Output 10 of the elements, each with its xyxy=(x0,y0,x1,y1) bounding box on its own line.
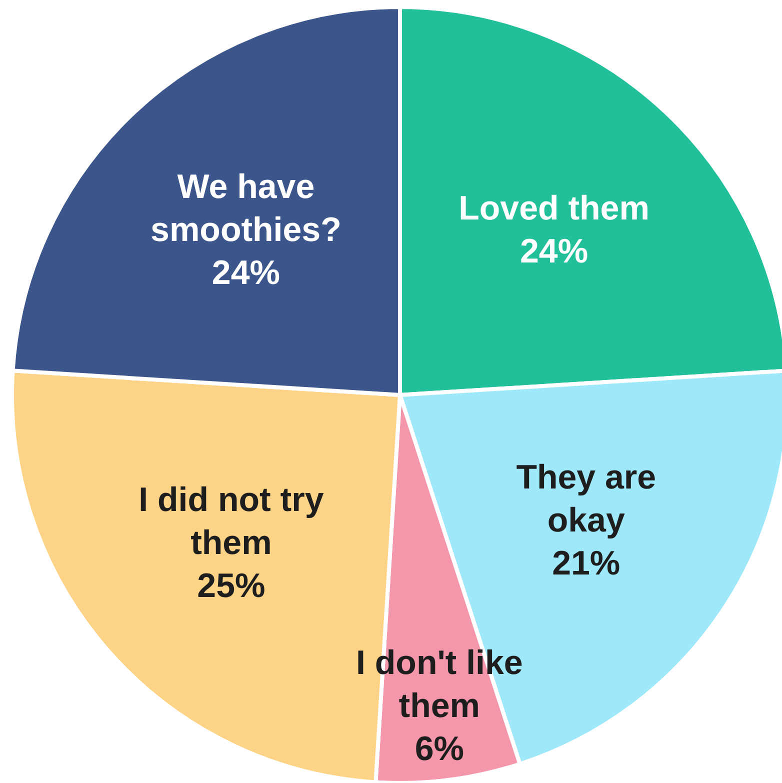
data-label: 6% xyxy=(414,730,464,768)
slice-label: They are okay xyxy=(516,458,656,540)
data-label: 24% xyxy=(212,254,280,292)
slice-label: Loved them xyxy=(458,189,650,228)
slice-label: We have smoothies? xyxy=(150,168,342,249)
data-label: 25% xyxy=(197,566,266,605)
data-label: 21% xyxy=(552,544,620,582)
data-label: 24% xyxy=(520,232,588,270)
slice-label: I did not try them xyxy=(138,480,324,562)
slice-label: I don't like them xyxy=(356,644,523,725)
